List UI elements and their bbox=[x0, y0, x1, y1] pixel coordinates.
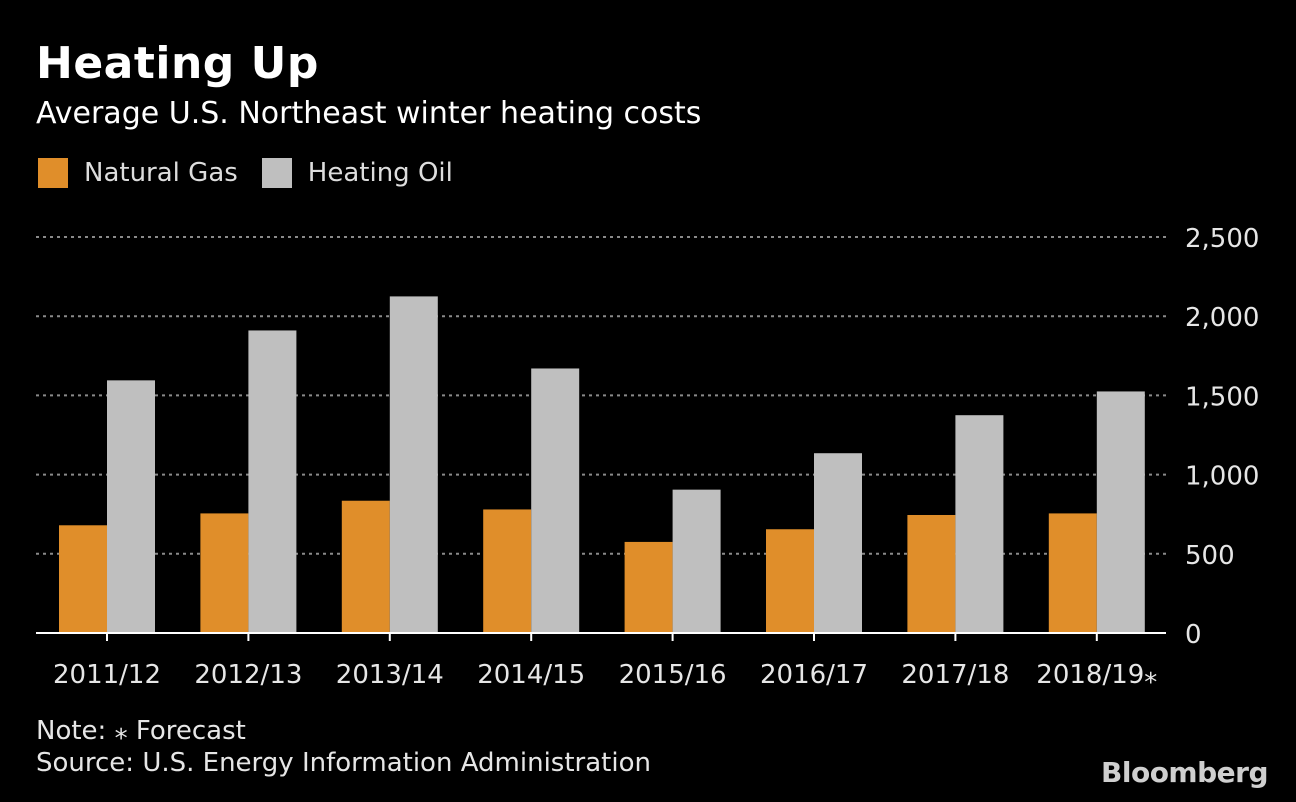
note: Note: ⁎ Forecast bbox=[36, 716, 246, 746]
bar-heating-oil bbox=[955, 415, 1004, 633]
bar-heating-oil bbox=[248, 330, 297, 633]
bloomberg-logo: Bloomberg bbox=[1101, 756, 1268, 789]
bar-natural-gas bbox=[200, 513, 249, 633]
source: Source: U.S. Energy Information Administ… bbox=[36, 748, 651, 778]
y-tick-label: 0 bbox=[1185, 620, 1202, 650]
legend-swatch-heating-oil bbox=[261, 158, 292, 188]
bar-heating-oil bbox=[672, 489, 721, 633]
legend-label-heating-oil: Heating Oil bbox=[307, 158, 453, 188]
x-tick-label: 2012/13 bbox=[194, 660, 302, 690]
x-tick-label: 2016/17 bbox=[760, 660, 868, 690]
legend-item-heating-oil: Heating Oil bbox=[261, 158, 453, 188]
y-tick-label: 500 bbox=[1185, 541, 1235, 571]
y-tick-label: 1,500 bbox=[1185, 382, 1259, 412]
chart-subtitle: Average U.S. Northeast winter heating co… bbox=[36, 96, 702, 131]
legend: Natural Gas Heating Oil bbox=[38, 158, 477, 188]
bar-natural-gas bbox=[766, 529, 814, 633]
legend-label-natural-gas: Natural Gas bbox=[84, 158, 238, 188]
bar-heating-oil bbox=[531, 368, 580, 633]
bar-natural-gas bbox=[483, 509, 532, 633]
x-tick-label: 2015/16 bbox=[619, 660, 727, 690]
x-tick-label: 2018/19⁎ bbox=[1036, 660, 1157, 690]
y-tick-label: 2,000 bbox=[1185, 303, 1259, 333]
x-tick-label: 2014/15 bbox=[477, 660, 585, 690]
bar-heating-oil bbox=[389, 296, 438, 633]
bar-natural-gas bbox=[907, 514, 956, 633]
bar-heating-oil bbox=[107, 380, 155, 633]
x-tick-label: 2013/14 bbox=[336, 660, 444, 690]
bar-heating-oil bbox=[814, 453, 862, 633]
bar-natural-gas bbox=[59, 525, 107, 633]
chart-title: Heating Up bbox=[36, 38, 319, 89]
x-tick-label: 2011/12 bbox=[53, 660, 161, 690]
x-tick-label: 2017/18 bbox=[901, 660, 1009, 690]
y-tick-label: 1,000 bbox=[1185, 462, 1259, 492]
y-tick-label: 2,500 bbox=[1185, 224, 1259, 254]
bar-natural-gas bbox=[1048, 513, 1097, 633]
bar-natural-gas bbox=[341, 500, 390, 633]
bar-natural-gas bbox=[624, 541, 673, 633]
legend-item-natural-gas: Natural Gas bbox=[38, 158, 238, 188]
bar-heating-oil bbox=[1096, 391, 1145, 633]
legend-swatch-natural-gas bbox=[38, 158, 68, 188]
